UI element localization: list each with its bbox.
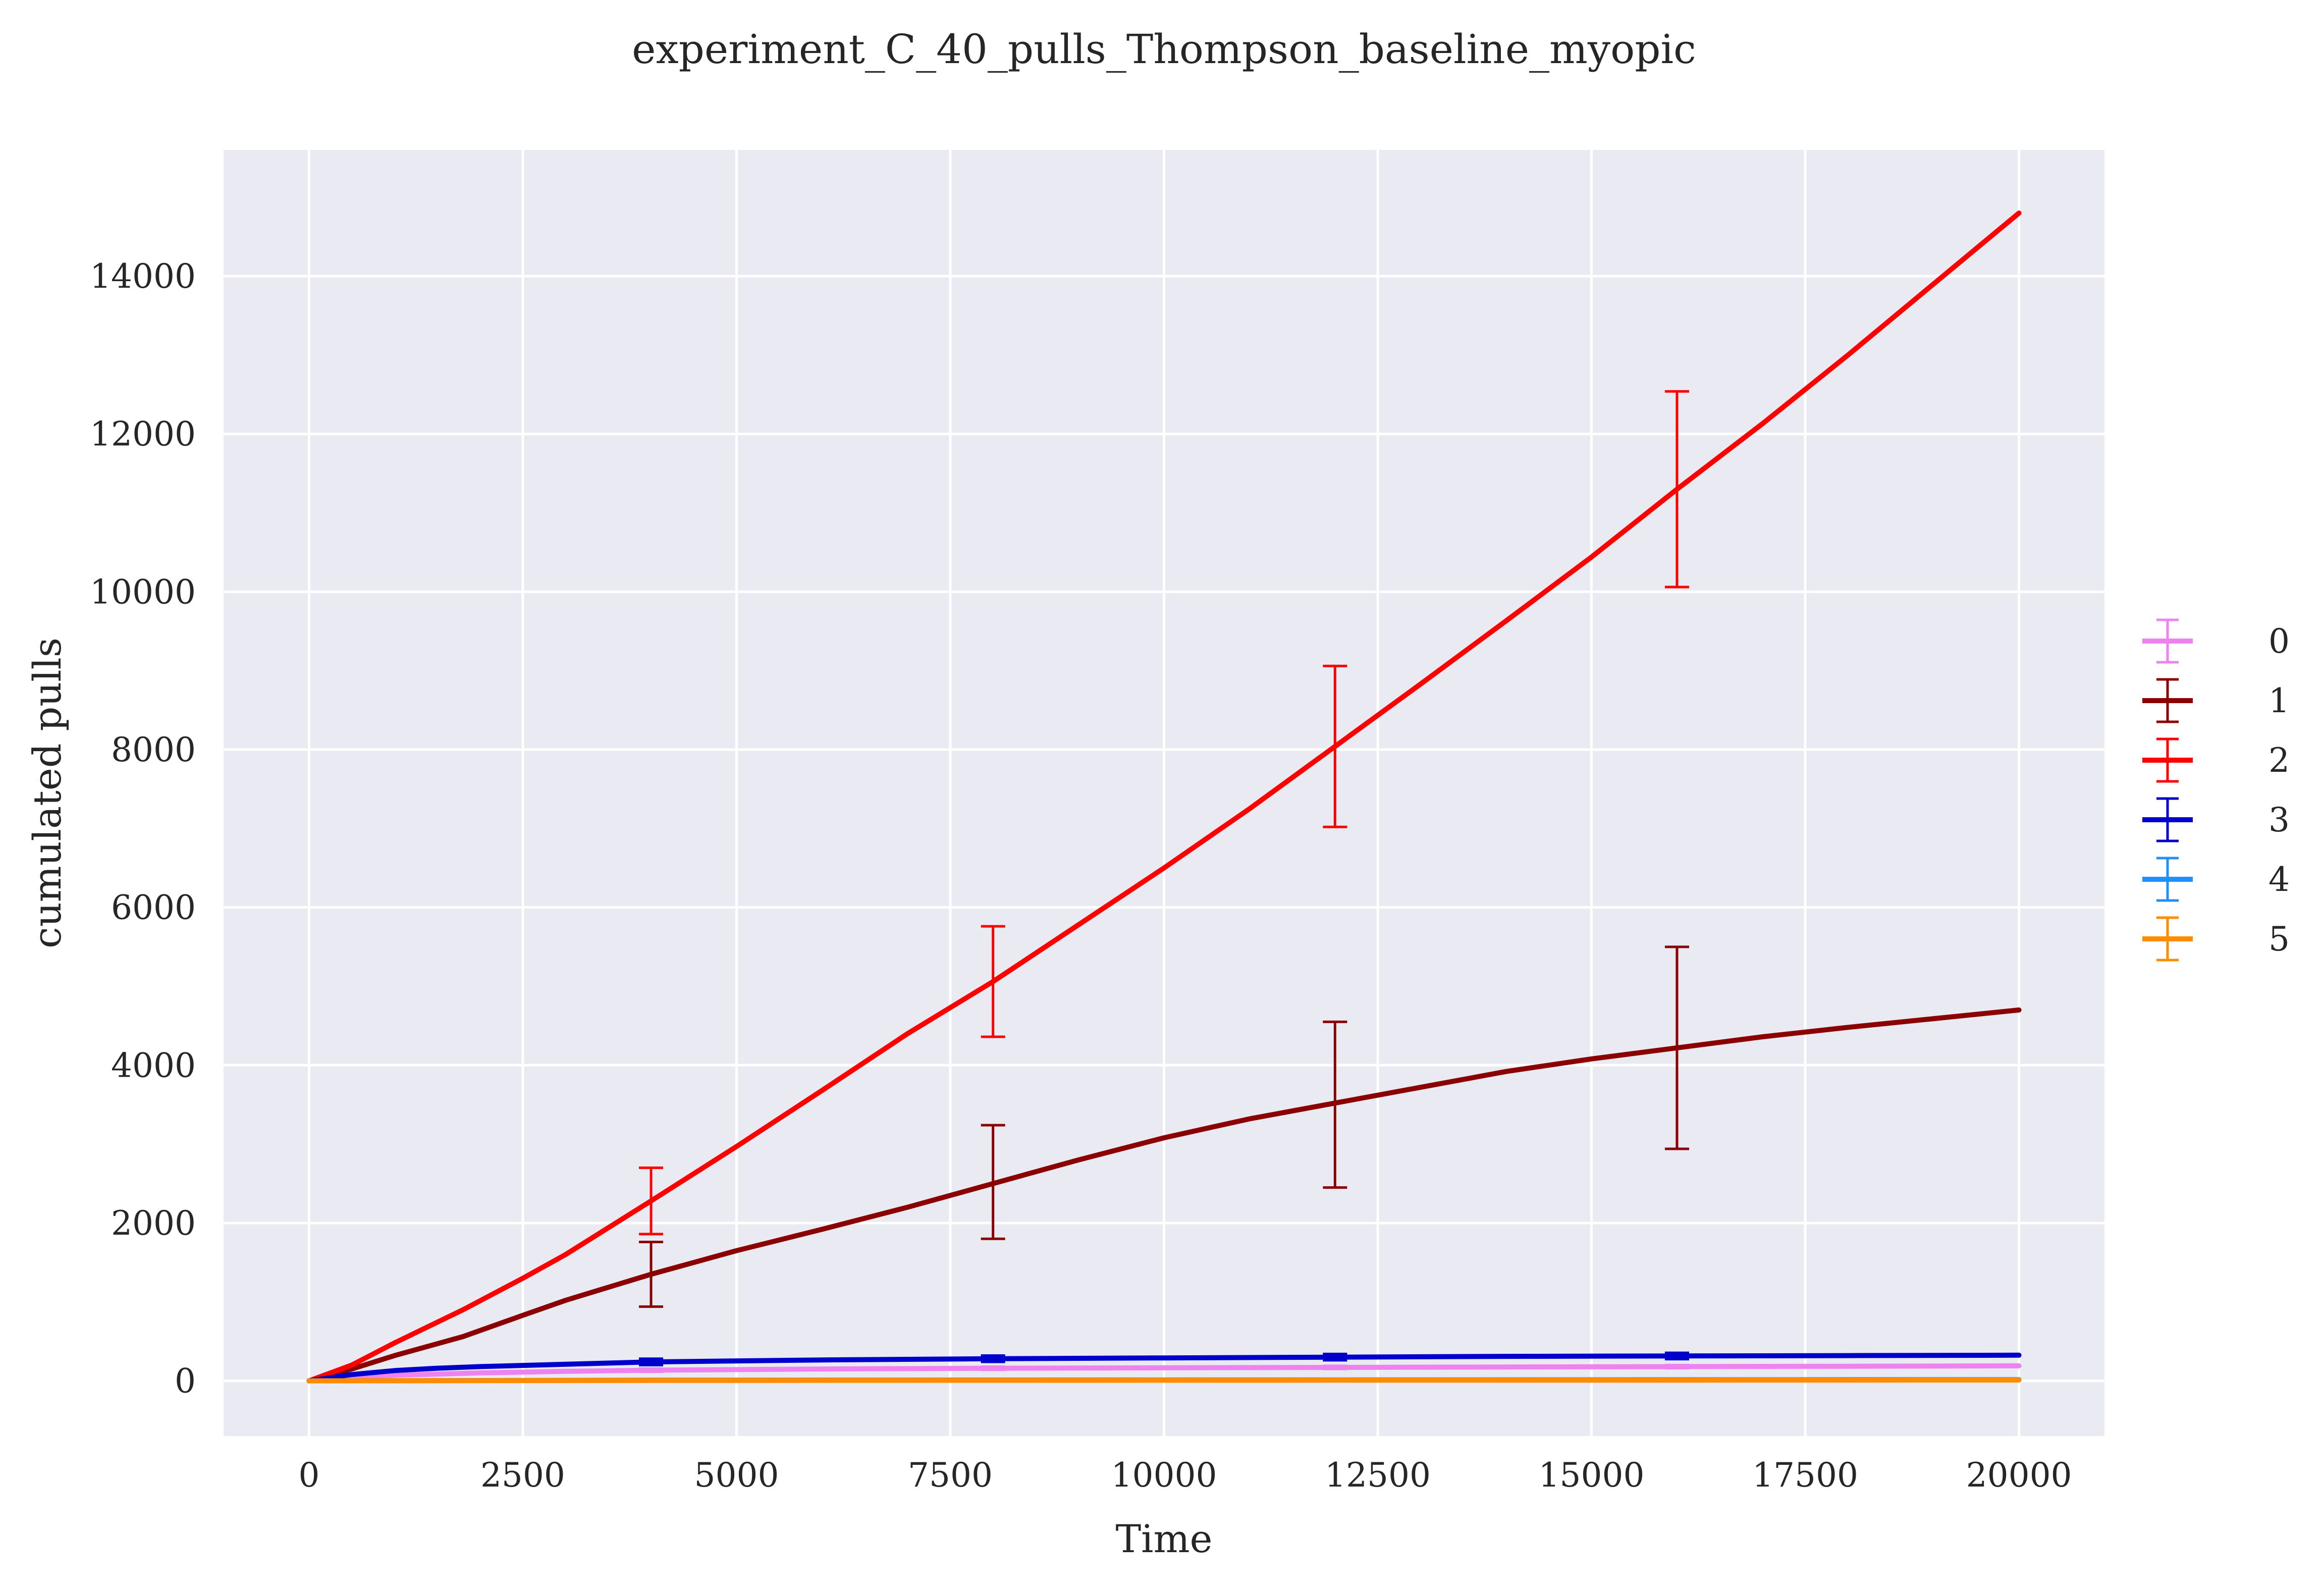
series-5: [306, 1378, 2022, 1384]
series-line-0: [306, 1363, 2022, 1384]
legend-item-3: 3: [2142, 797, 2290, 842]
series-line-2: [306, 210, 2022, 1384]
legend-label-3: 3: [2268, 801, 2290, 839]
legend-item-1: 1: [2142, 678, 2290, 723]
legend-label-0: 0: [2268, 622, 2290, 661]
legend-item-0: 0: [2142, 618, 2290, 664]
x-tick-label: 12500: [1325, 1456, 1431, 1495]
legend-item-4: 4: [2142, 857, 2290, 902]
x-tick-label: 7500: [908, 1456, 993, 1495]
tick-labels: 0 2500 5000 7500 10000 12500 15000 17500 20000 0 2…: [90, 257, 2072, 1495]
y-tick-label: 10000: [90, 572, 196, 611]
x-tick-label: 2500: [480, 1456, 565, 1495]
series-line-5: [306, 1378, 2022, 1384]
y-tick-label: 12000: [90, 415, 196, 454]
y-axis-label: cumulated pulls: [25, 638, 70, 948]
series-3: [306, 1351, 2022, 1384]
x-tick-label: 10000: [1111, 1456, 1217, 1495]
legend-item-5: 5: [2142, 916, 2290, 962]
series-line-3: [306, 1352, 2022, 1384]
y-tick-label: 8000: [111, 730, 196, 769]
y-tick-label: 4000: [111, 1046, 196, 1085]
series-0: [306, 1363, 2022, 1384]
x-tick-label: 15000: [1539, 1456, 1645, 1495]
y-tick-label: 0: [175, 1362, 196, 1401]
x-tick-label: 0: [298, 1456, 319, 1495]
x-tick-label: 5000: [694, 1456, 779, 1495]
x-tick-label: 17500: [1752, 1456, 1858, 1495]
y-tick-label: 2000: [111, 1204, 196, 1243]
legend-label-1: 1: [2268, 681, 2290, 720]
y-tick-label: 6000: [111, 888, 196, 927]
legend-label-4: 4: [2268, 860, 2290, 899]
x-axis-label: Time: [1115, 1516, 1212, 1561]
series-group: [306, 210, 2022, 1384]
y-tick-label: 14000: [90, 257, 196, 296]
series-2: [306, 210, 2022, 1384]
series-line-1: [306, 1007, 2022, 1384]
series-1: [306, 945, 2022, 1384]
chart-title: experiment_C_40_pulls_Thompson_baseline_…: [632, 26, 1696, 73]
x-tick-label: 20000: [1966, 1456, 2072, 1495]
legend-label-5: 5: [2268, 920, 2290, 959]
legend-item-2: 2: [2142, 737, 2290, 783]
legend: 0 1 2 3 4 5: [2142, 618, 2290, 962]
legend-label-2: 2: [2268, 741, 2290, 780]
grid-lines: [224, 150, 2104, 1436]
